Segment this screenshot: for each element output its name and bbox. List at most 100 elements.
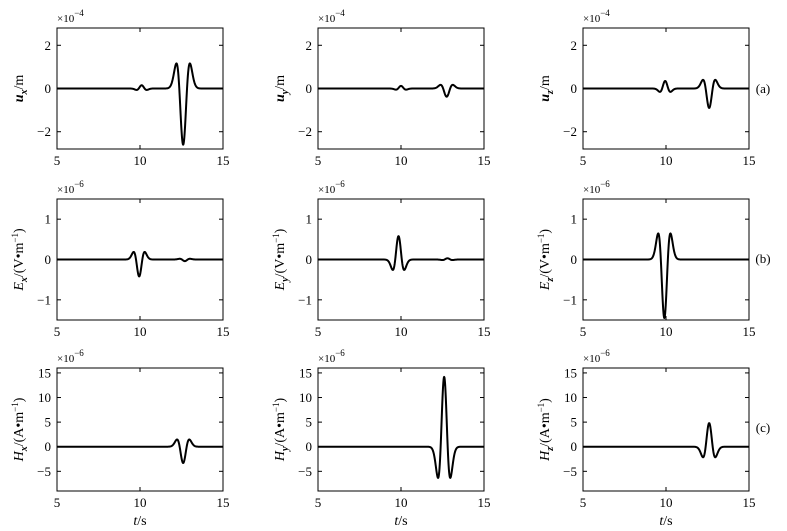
panel-hz: 5 10 15 −5 0 5 10 15 ×10−6 Hz/(A•m−1) t/s <box>536 348 756 529</box>
y-tick-label: 0 <box>45 252 52 267</box>
x-tick-label: 15 <box>743 495 756 510</box>
x-tick-label: 15 <box>217 324 230 339</box>
x-tick-label: 5 <box>54 153 61 168</box>
y-tick-label: 0 <box>306 252 313 267</box>
y-tick-label: −2 <box>37 124 51 139</box>
x-tick-label: 15 <box>478 153 491 168</box>
panel-ey: 5 10 15 −1 0 1 ×10−6 Ey/(V•m−1) <box>271 179 491 339</box>
x-tick-label: 5 <box>315 495 322 510</box>
axes-frame <box>317 367 485 492</box>
y-axis-label: uy/m <box>273 75 291 102</box>
panels: 5 10 15−202×10−4ux/m5 10 15−202×10−4uy/m5 10 1… <box>10 8 756 529</box>
series-line <box>56 438 224 464</box>
y-axis-label: Ey/(V•m−1) <box>271 228 291 291</box>
axis-exponent: ×10−6 <box>57 179 84 196</box>
y-tick-label: −5 <box>563 464 577 479</box>
x-tick-label: 15 <box>217 495 230 510</box>
row-label-a: (a) <box>756 81 770 96</box>
y-axis-label: Ex/(V•m−1) <box>10 228 30 292</box>
y-tick-label: −2 <box>563 124 577 139</box>
panel-hx: 5 10 15 −5 0 5 10 15 ×10−6 Hx/(A•m−1) t/s <box>10 348 230 529</box>
x-tick-label: 15 <box>743 153 756 168</box>
y-tick-label: 0 <box>306 81 313 96</box>
y-tick-label: 1 <box>45 212 52 227</box>
y-axis-label: Hy/(A•m−1) <box>271 398 291 463</box>
y-tick-label: 15 <box>299 365 312 380</box>
y-tick-label: 2 <box>571 38 578 53</box>
y-tick-label: 15 <box>38 365 51 380</box>
series-line <box>317 235 485 271</box>
y-tick-label: −5 <box>298 464 312 479</box>
y-tick-label: 0 <box>571 252 578 267</box>
y-axis-label: uz/m <box>538 75 556 102</box>
series-line <box>56 250 224 278</box>
y-tick-label: 0 <box>571 439 578 454</box>
y-tick-label: −2 <box>298 124 312 139</box>
series-line <box>317 375 485 479</box>
axis-exponent: ×10−6 <box>583 179 610 196</box>
y-tick-label: 10 <box>564 390 577 405</box>
row-label-b: (b) <box>755 251 770 266</box>
x-tick-label: 10 <box>395 324 408 339</box>
x-tick-label: 10 <box>134 495 147 510</box>
x-tick-label: 10 <box>660 153 673 168</box>
y-tick-label: 10 <box>38 390 51 405</box>
x-axis-label: t/s <box>394 514 407 529</box>
y-axis-label: ux/m <box>12 75 30 103</box>
axes-frame <box>56 367 224 492</box>
x-tick-label: 5 <box>54 324 61 339</box>
y-tick-label: −1 <box>298 292 312 307</box>
axis-exponent: ×10−4 <box>318 8 345 25</box>
y-tick-label: −1 <box>563 292 577 307</box>
panel-uz: 5 10 15 −2 0 2 ×10−4 uz/m <box>538 8 756 168</box>
axis-exponent: ×10−6 <box>318 348 345 365</box>
series-line <box>582 232 750 319</box>
panel-ux: 5 10 15 −2 0 2 ×10−4 ux/m <box>12 8 230 168</box>
y-tick-label: 0 <box>571 81 578 96</box>
panel-hy: 5 10 15 −5 0 5 10 15 ×10−6 Hy/(A•m−1) t/s <box>271 348 491 529</box>
series-line <box>317 83 485 98</box>
y-tick-label: 5 <box>571 415 578 430</box>
x-axis-label: t/s <box>659 514 672 529</box>
y-tick-label: 5 <box>306 415 313 430</box>
axis-exponent: ×10−6 <box>57 348 84 365</box>
x-tick-label: 10 <box>395 153 408 168</box>
axis-exponent: ×10−6 <box>318 179 345 196</box>
x-tick-label: 15 <box>217 153 230 168</box>
x-tick-label: 10 <box>134 324 147 339</box>
y-tick-label: 0 <box>306 439 313 454</box>
panel-uy: 5 10 15 −2 0 2 ×10−4 uy/m <box>273 8 491 168</box>
x-tick-label: 5 <box>315 153 322 168</box>
x-tick-label: 15 <box>743 324 756 339</box>
y-tick-label: 0 <box>45 439 52 454</box>
axis-exponent: ×10−6 <box>583 348 610 365</box>
y-tick-label: 2 <box>45 38 52 53</box>
x-tick-label: 10 <box>660 324 673 339</box>
series-line <box>582 422 750 459</box>
series-line <box>56 62 224 146</box>
x-tick-label: 15 <box>478 324 491 339</box>
axis-exponent: ×10−4 <box>57 8 84 25</box>
y-tick-label: 1 <box>571 212 578 227</box>
x-tick-label: 5 <box>580 495 587 510</box>
x-tick-label: 15 <box>478 495 491 510</box>
y-axis-label: Hx/(A•m−1) <box>10 397 30 462</box>
y-tick-label: 2 <box>306 38 313 53</box>
x-tick-label: 10 <box>395 495 408 510</box>
x-tick-label: 10 <box>660 495 673 510</box>
y-axis-label: Hz/(A•m−1) <box>536 398 556 462</box>
panel-ez: 5 10 15 −1 0 1 ×10−6 Ez/(V•m−1) <box>536 179 756 339</box>
axis-exponent: ×10−4 <box>583 8 610 25</box>
y-tick-label: 1 <box>306 212 313 227</box>
panel-ex: 5 10 15 −1 0 1 ×10−6 Ex/(V•m−1) <box>10 179 230 339</box>
x-tick-label: 5 <box>315 324 322 339</box>
x-axis-label: t/s <box>133 514 146 529</box>
axes-frame <box>582 367 750 492</box>
series-line <box>582 78 750 109</box>
x-tick-label: 5 <box>580 153 587 168</box>
y-tick-label: 10 <box>299 390 312 405</box>
y-tick-label: 15 <box>564 365 577 380</box>
x-tick-label: 10 <box>134 153 147 168</box>
y-tick-label: 0 <box>45 81 52 96</box>
